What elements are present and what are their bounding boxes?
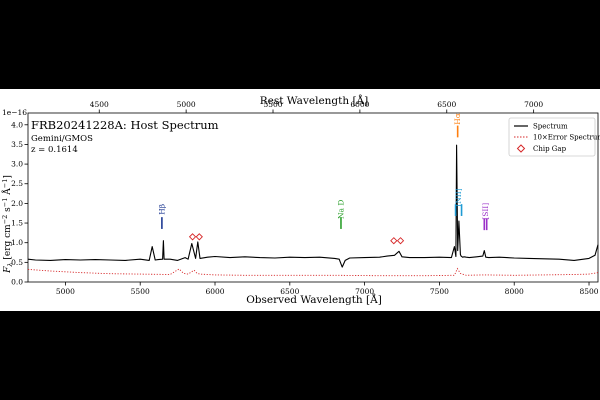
x-tick-label: 8500 bbox=[579, 287, 598, 296]
y-tick-label: 2.5 bbox=[11, 179, 23, 188]
top-axis-label: Rest Wavelength [Å] bbox=[260, 93, 369, 107]
line-label-sii: [SII] bbox=[481, 203, 490, 220]
y-axis-label: Fλ [erg cm−2 s−1 Å−1] bbox=[1, 175, 14, 274]
redshift-label: z = 0.1614 bbox=[31, 145, 78, 155]
chip-gap-marker bbox=[195, 233, 203, 241]
y-tick-label: 1.0 bbox=[11, 238, 23, 247]
top-x-tick-label: 4500 bbox=[90, 100, 109, 109]
top-x-tick-label: 5000 bbox=[177, 100, 196, 109]
x-tick-label: 6000 bbox=[205, 287, 224, 296]
y-tick-label: 4.0 bbox=[11, 120, 23, 129]
x-tick-label: 5500 bbox=[131, 287, 150, 296]
line-label-nii: [NII] bbox=[454, 188, 463, 206]
y-scale-label: 1e−16 bbox=[2, 108, 27, 117]
x-tick-label: 7000 bbox=[355, 287, 374, 296]
top-x-tick-label: 7000 bbox=[524, 100, 543, 109]
legend-error-label: 10×Error Spectrum bbox=[533, 134, 600, 142]
spectrum-figure: Rest Wavelength [Å] 1e−16 5000 5500 6000 65… bbox=[0, 89, 600, 311]
chip-gap-marker bbox=[396, 237, 405, 245]
y-tick-label: 3.0 bbox=[11, 160, 23, 169]
spectrum-line bbox=[27, 144, 599, 268]
y-tick-label: 1.5 bbox=[11, 219, 23, 228]
line-label-h: Hβ bbox=[157, 204, 166, 215]
x-tick-label: 6500 bbox=[280, 287, 299, 296]
plot-area: 5000 5500 6000 6500 7000 7500 8000 8500 4500 5000… bbox=[11, 100, 599, 296]
top-x-tick-label: 6500 bbox=[437, 100, 456, 109]
plot-frame bbox=[27, 112, 599, 283]
spectrum-chart: Rest Wavelength [Å] 1e−16 5000 5500 6000 65… bbox=[1, 93, 600, 306]
legend-chip-gap-marker bbox=[516, 144, 526, 153]
y-tick-label: 0.5 bbox=[11, 258, 23, 267]
chip-gap-marker bbox=[188, 233, 197, 241]
top-x-tick-label: 6000 bbox=[350, 100, 369, 109]
legend-box bbox=[508, 117, 596, 157]
y-tick-label: 0.0 bbox=[11, 278, 23, 287]
y-tick-label: 3.5 bbox=[11, 140, 23, 149]
line-label-nad: Na D bbox=[336, 200, 345, 219]
line-label-h: Hα bbox=[453, 113, 462, 125]
legend-chip-gap-label: Chip Gap bbox=[533, 145, 567, 153]
chart-title: FRB20241228A: Host Spectrum bbox=[31, 118, 219, 132]
x-tick-label: 7500 bbox=[430, 287, 449, 296]
error-spectrum-line bbox=[27, 267, 599, 277]
x-tick-label: 5000 bbox=[56, 287, 75, 296]
instrument-label: Gemini/GMOS bbox=[31, 134, 93, 144]
legend-spectrum-label: Spectrum bbox=[533, 123, 568, 131]
top-x-tick-label: 5500 bbox=[263, 100, 282, 109]
chip-gap-marker bbox=[390, 237, 398, 245]
legend: Spectrum 10×Error Spectrum Chip Gap bbox=[508, 117, 600, 157]
y-tick-label: 2.0 bbox=[11, 199, 23, 208]
x-axis-label: Observed Wavelength [Å] bbox=[246, 292, 382, 306]
x-tick-label: 8000 bbox=[505, 287, 524, 296]
